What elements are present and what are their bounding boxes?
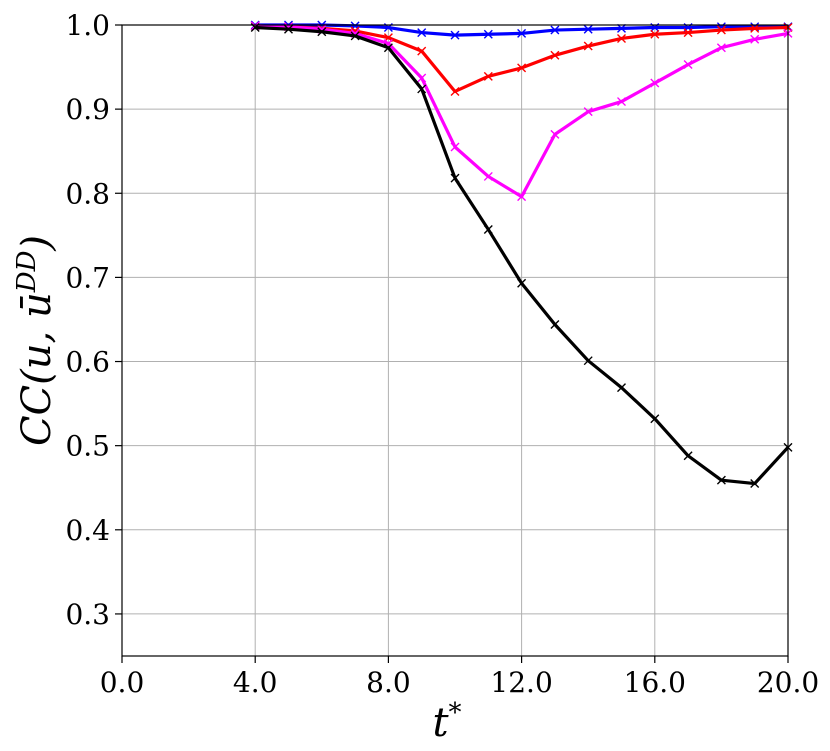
data-point — [716, 475, 726, 485]
data-point — [550, 129, 560, 139]
data-point — [617, 33, 626, 43]
data-point — [617, 97, 626, 107]
data-point — [650, 29, 660, 39]
data-point — [750, 479, 760, 489]
series-4 — [250, 23, 793, 489]
y-tick-label: 1.0 — [65, 9, 110, 42]
data-point — [383, 43, 393, 53]
data-point — [417, 46, 427, 56]
data-point — [750, 34, 760, 44]
data-point — [450, 86, 460, 96]
data-point — [450, 173, 460, 183]
series-group — [250, 20, 793, 489]
x-tick-label: 0.0 — [100, 666, 145, 699]
y-tick-label: 0.4 — [65, 514, 110, 547]
data-point — [683, 451, 693, 461]
data-point — [550, 320, 560, 330]
x-tick-label: 4.0 — [233, 666, 278, 699]
x-tick-label: 12.0 — [490, 666, 552, 699]
x-axis-label: t* — [432, 698, 461, 746]
data-point — [517, 63, 527, 73]
axis-ticks: 0.0 4.0 8.0 12.0 16.0 20.0 0.3 0.4 0.5 0.6 0.7 0.8 0… — [65, 9, 819, 699]
y-tick-label: 0.7 — [65, 261, 110, 294]
data-point — [716, 43, 726, 53]
data-point — [417, 73, 427, 83]
data-point — [583, 107, 593, 117]
data-point — [583, 24, 593, 34]
data-point — [617, 383, 626, 393]
data-point — [583, 356, 593, 366]
data-point — [650, 78, 660, 88]
x-tick-label: 20.0 — [757, 666, 819, 699]
grid — [121, 24, 789, 656]
data-point — [517, 278, 527, 288]
data-point — [517, 192, 527, 202]
data-point — [450, 142, 460, 152]
data-point — [350, 31, 360, 41]
y-tick-label: 0.6 — [65, 346, 110, 379]
x-tick-label: 16.0 — [624, 666, 686, 699]
data-point — [483, 171, 493, 181]
data-point — [483, 224, 493, 234]
x-tick-label: 8.0 — [366, 666, 411, 699]
data-point — [683, 60, 693, 70]
data-point — [450, 30, 460, 40]
data-point — [583, 41, 593, 51]
data-point — [617, 23, 626, 33]
data-point — [750, 23, 760, 33]
y-axis-label: CC(u, ūDD) — [12, 235, 60, 446]
data-point — [650, 414, 660, 424]
data-point — [550, 50, 560, 60]
data-point — [683, 28, 693, 38]
data-point — [517, 28, 527, 38]
y-tick-label: 0.5 — [65, 430, 110, 463]
y-tick-label: 0.3 — [65, 598, 110, 631]
data-point — [317, 27, 327, 37]
plot-frame — [121, 24, 789, 657]
y-tick-label: 0.8 — [65, 177, 110, 210]
data-point — [417, 84, 427, 94]
data-point — [550, 25, 560, 35]
data-point — [483, 71, 493, 81]
data-point — [417, 28, 427, 38]
data-point — [716, 25, 726, 35]
data-point — [483, 29, 493, 39]
y-tick-label: 0.9 — [65, 93, 110, 126]
data-point — [284, 24, 293, 34]
